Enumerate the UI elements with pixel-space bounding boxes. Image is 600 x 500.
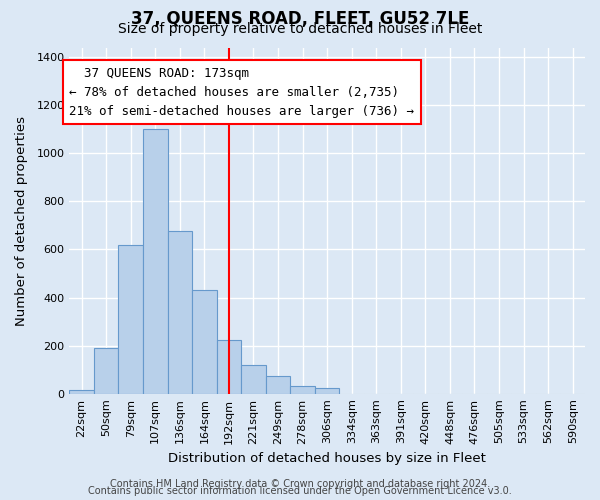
Bar (217, 340, 241, 394)
Bar (315, 388, 340, 394)
Text: 37, QUEENS ROAD, FLEET, GU52 7LE: 37, QUEENS ROAD, FLEET, GU52 7LE (131, 10, 469, 28)
Y-axis label: Number of detached properties: Number of detached properties (15, 116, 28, 326)
Bar (167, 232, 192, 394)
Bar (118, 244, 143, 394)
Bar (266, 376, 290, 394)
Text: Contains HM Land Registry data © Crown copyright and database right 2024.: Contains HM Land Registry data © Crown c… (110, 479, 490, 489)
Bar (70, 390, 94, 394)
X-axis label: Distribution of detached houses by size in Fleet: Distribution of detached houses by size … (168, 452, 486, 465)
Bar (290, 386, 315, 394)
Text: 37 QUEENS ROAD: 173sqm
← 78% of detached houses are smaller (2,735)
21% of semi-: 37 QUEENS ROAD: 173sqm ← 78% of detached… (70, 66, 415, 118)
Text: Contains public sector information licensed under the Open Government Licence v3: Contains public sector information licen… (88, 486, 512, 496)
Bar (94, 348, 118, 394)
Bar (241, 365, 266, 394)
Text: Size of property relative to detached houses in Fleet: Size of property relative to detached ho… (118, 22, 482, 36)
Bar (143, 129, 167, 394)
Bar (192, 290, 217, 394)
